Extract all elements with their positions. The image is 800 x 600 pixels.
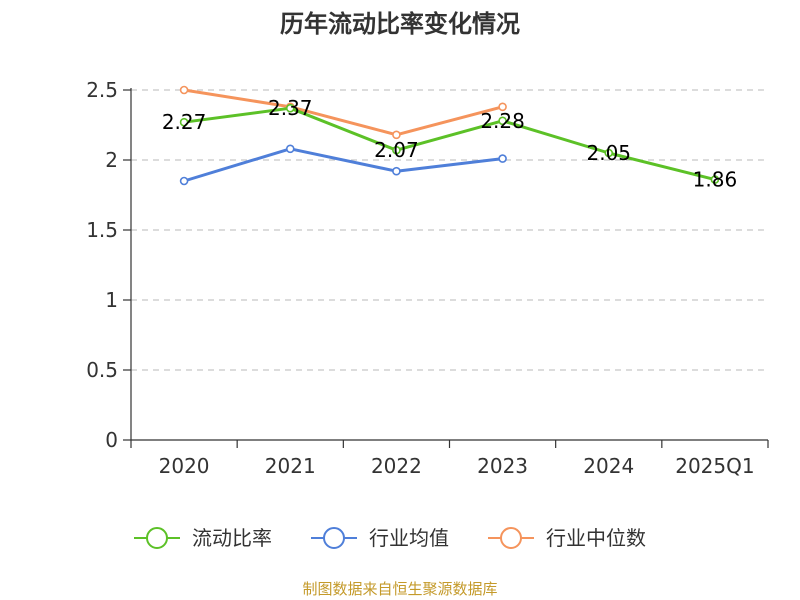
y-tick-label: 0 [105,428,118,452]
grid-lines [131,89,768,371]
data-point[interactable] [710,175,720,184]
series-group [179,85,720,186]
source-note: 制图数据来自恒生聚源数据库 [302,580,497,598]
legend-item-0[interactable]: 流动比率 [134,526,272,550]
data-point[interactable] [604,148,614,158]
x-axis: 2020 2021 2022 2023 2024 2025Q1 [130,439,769,478]
y-tick-label: 2 [105,148,118,172]
data-label: 1.86 [693,168,738,192]
chart-title: 历年流动比率变化情况 [280,10,520,38]
y-tick-label: 1.5 [86,218,118,242]
data-label: 2.28 [480,109,525,133]
data-point[interactable] [498,102,507,112]
legend-marker [323,527,345,549]
data-point[interactable] [392,166,401,176]
data-label: 2.27 [162,110,207,134]
data-point[interactable] [498,154,507,163]
data-point[interactable] [179,85,189,95]
x-tick-label: 2020 [159,454,210,478]
legend-label: 行业均值 [369,526,449,550]
data-label: 2.37 [268,96,313,120]
series-line-0 [183,106,716,182]
y-tick-label: 1 [105,288,118,312]
y-axis: 0 0.5 1 1.5 2 2.5 [86,78,132,452]
data-label: 2.07 [374,138,419,162]
legend-marker [146,527,168,549]
x-tick-label: 2025Q1 [675,454,754,478]
legend-item-1[interactable]: 行业均值 [311,526,449,550]
data-point[interactable] [392,130,401,140]
series-line-2 [183,88,503,137]
x-tick-label: 2024 [583,454,634,478]
series-line-1 [183,147,503,183]
x-tick-label: 2022 [371,454,422,478]
data-labels: 2.27 2.37 2.07 2.28 2.05 1.86 [162,96,737,191]
y-tick-label: 0.5 [86,358,118,382]
legend-marker [500,527,522,549]
x-tick-label: 2021 [265,454,316,478]
data-point[interactable] [285,144,295,154]
legend-label: 行业中位数 [546,526,646,550]
data-label: 2.05 [586,141,631,165]
x-tick-label: 2023 [477,454,528,478]
data-point[interactable] [285,103,295,113]
data-point[interactable] [498,116,507,126]
data-point[interactable] [179,176,189,186]
data-point[interactable] [392,145,401,155]
legend[interactable]: 流动比率 行业均值 行业中位数 [134,526,646,550]
legend-label: 流动比率 [192,526,272,550]
y-tick-label: 2.5 [86,78,118,102]
data-point[interactable] [179,117,189,127]
legend-item-2[interactable]: 行业中位数 [488,526,646,550]
